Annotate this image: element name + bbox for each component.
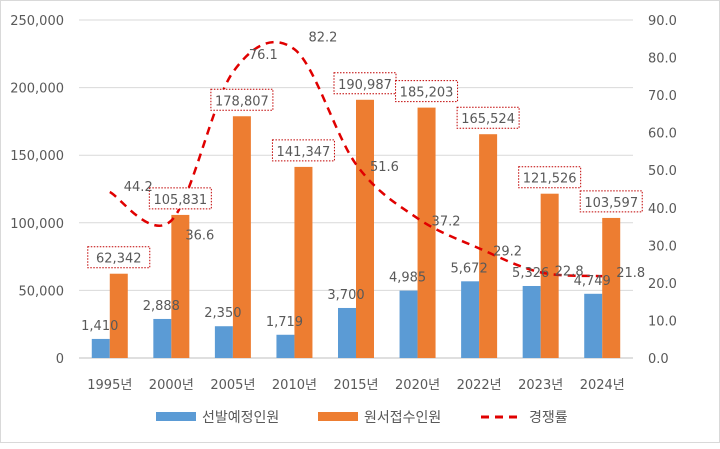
right-tick-label: 50.0 — [648, 164, 677, 179]
rate-data-label: 37.2 — [432, 214, 461, 229]
left-tick-label: 100,000 — [10, 217, 64, 232]
orange-data-label: 190,987 — [338, 78, 392, 93]
orange-label-box — [456, 106, 520, 129]
left-tick-label: 200,000 — [10, 82, 64, 97]
bar-선발예정인원 — [584, 293, 603, 358]
x-tick-label: 2015년 — [333, 378, 378, 393]
bars — [91, 99, 621, 359]
blue-data-label: 4,985 — [389, 271, 426, 286]
blue-data-label: 4,749 — [574, 274, 611, 289]
left-tick-label: 250,000 — [10, 14, 64, 29]
legend: 선발예정인원 원서접수인원 경쟁률 — [156, 410, 568, 426]
left-tick-label: 150,000 — [10, 149, 64, 164]
bar-선발예정인원 — [338, 307, 356, 358]
bar-선발예정인원 — [214, 326, 233, 358]
orange-label-box — [210, 88, 274, 111]
orange-data-label: 105,831 — [153, 193, 207, 208]
blue-data-label: 2,888 — [143, 299, 180, 314]
rate-data-label: 36.6 — [185, 229, 214, 244]
rate-data-label: 51.6 — [370, 160, 399, 175]
bar-원서접수인원 — [232, 116, 251, 359]
right-tick-label: 40.0 — [648, 202, 677, 217]
orange-label-box — [579, 190, 643, 213]
x-tick-label: 2005년 — [210, 378, 255, 393]
left-tick-label: 50,000 — [19, 284, 65, 299]
rate-data-label: 29.2 — [493, 244, 522, 259]
blue-data-label: 5,326 — [512, 266, 549, 281]
x-tick-label: 2020년 — [395, 378, 440, 393]
right-tick-label: 80.0 — [648, 52, 677, 67]
right-axis: 0.0 10.0 20.0 30.0 40.0 50.0 60.0 70.0 80.0 90.0 — [648, 14, 677, 367]
rate-data-label: 82.2 — [308, 30, 337, 45]
orange-label-box — [87, 246, 151, 269]
legend-label: 경쟁률 — [529, 410, 568, 426]
x-tick-label: 2022년 — [457, 378, 502, 393]
blue-data-label: 1,410 — [81, 319, 118, 334]
bar-선발예정인원 — [91, 338, 110, 358]
left-tick-label: 0 — [56, 352, 64, 367]
right-tick-label: 60.0 — [648, 127, 677, 142]
bar-선발예정인원 — [399, 290, 418, 358]
bar-선발예정인원 — [522, 285, 541, 358]
bar-원서접수인원 — [356, 99, 374, 358]
right-tick-label: 0.0 — [648, 352, 669, 367]
right-tick-label: 90.0 — [648, 14, 677, 29]
legend-label: 선발예정인원 — [202, 410, 279, 426]
bar-원서접수인원 — [540, 193, 559, 358]
left-axis: 0 50,000 100,000 150,000 200,000 250,000 — [10, 14, 64, 367]
right-tick-label: 70.0 — [648, 89, 677, 104]
rate-data-label: 22.8 — [555, 264, 584, 279]
x-axis: 1995년 2000년 2005년 2010년 2015년 2020년 2022년 2023년… — [87, 378, 624, 393]
orange-data-label: 141,347 — [277, 145, 331, 160]
rate-data-label: 76.1 — [249, 48, 278, 63]
legend-swatch-선발예정인원 — [156, 412, 196, 421]
rate-data-label: 21.8 — [616, 266, 645, 281]
bar-원서접수인원 — [109, 273, 128, 358]
bar-원서접수인원 — [417, 107, 436, 358]
bar-원서접수인원 — [479, 134, 498, 358]
orange-data-label: 178,807 — [215, 94, 269, 109]
x-tick-label: 2010년 — [272, 378, 317, 393]
blue-data-label: 3,700 — [327, 288, 364, 303]
bar-선발예정인원 — [276, 334, 295, 358]
orange-label-box — [148, 187, 212, 210]
legend-swatch-원서접수인원 — [318, 412, 358, 421]
bar-원서접수인원 — [171, 214, 190, 358]
orange-label-box — [395, 80, 459, 103]
orange-data-label: 165,524 — [461, 112, 515, 127]
bar-원서접수인원 — [294, 166, 313, 358]
orange-label-box — [518, 166, 582, 189]
orange-data-label: 185,203 — [400, 86, 454, 101]
orange-data-label: 103,597 — [584, 196, 638, 211]
x-tick-label: 2000년 — [149, 378, 194, 393]
orange-label-box — [271, 139, 335, 162]
right-tick-label: 20.0 — [648, 277, 677, 292]
right-tick-label: 30.0 — [648, 239, 677, 254]
rate-data-label: 44.2 — [124, 180, 153, 195]
orange-data-label: 121,526 — [523, 172, 577, 187]
right-tick-label: 10.0 — [648, 314, 677, 329]
data-labels: 1,410 62,342 2,888 105,831 2,350 178,807 1,719… — [81, 30, 645, 334]
x-tick-label: 2024년 — [580, 378, 625, 393]
x-tick-label: 1995년 — [87, 378, 132, 393]
x-tick-label: 2023년 — [518, 378, 563, 393]
bar-선발예정인원 — [461, 281, 480, 358]
bar-선발예정인원 — [153, 318, 172, 358]
blue-data-label: 5,672 — [451, 261, 488, 276]
legend-label: 원서접수인원 — [364, 410, 441, 426]
blue-data-label: 1,719 — [266, 315, 303, 330]
blue-data-label: 2,350 — [204, 306, 241, 321]
orange-data-label: 62,342 — [96, 252, 142, 267]
bar-원서접수인원 — [602, 217, 621, 358]
